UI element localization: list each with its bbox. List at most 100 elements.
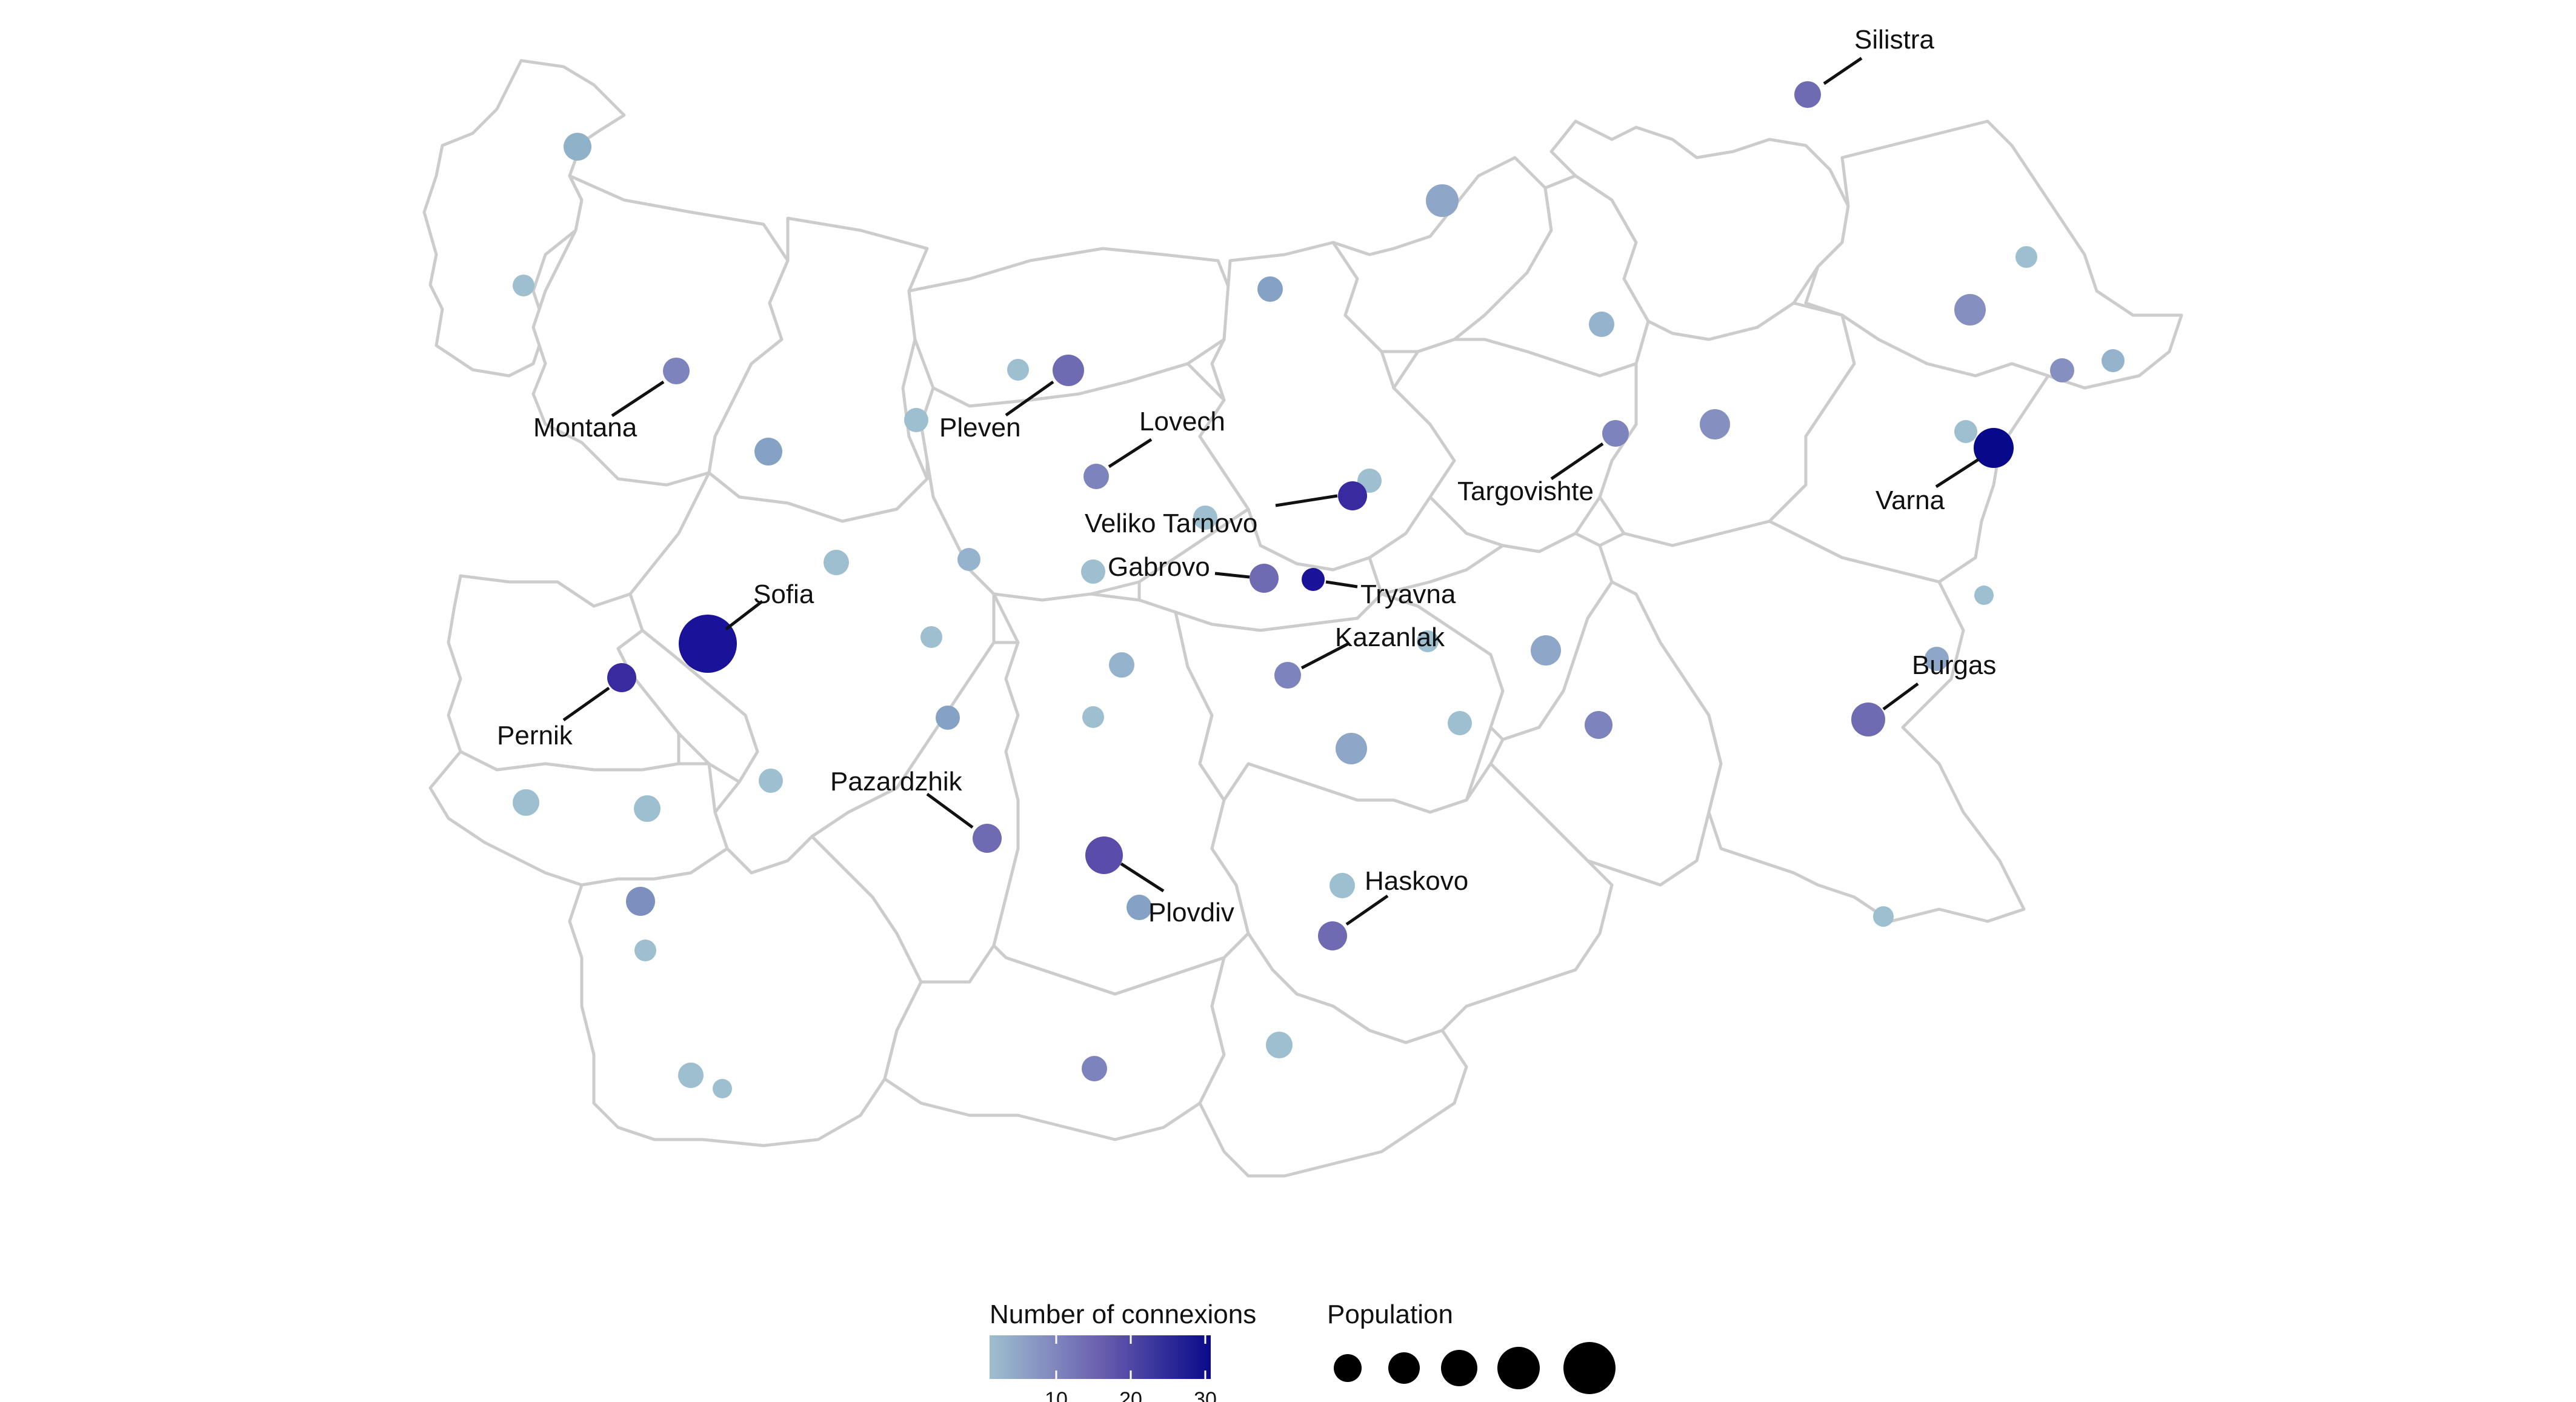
city-labels: Silistra Montana Pleven Lovech Veliko Ta… bbox=[497, 25, 1996, 927]
city-label-tryavna: Tryavna bbox=[1360, 579, 1456, 609]
legend-tick-label: 10 bbox=[1045, 1388, 1068, 1402]
leader-line-tryavna bbox=[1325, 580, 1358, 589]
region-varna bbox=[1768, 313, 2050, 584]
city-point bbox=[1336, 733, 1367, 764]
city-point bbox=[1007, 359, 1029, 381]
city-point bbox=[1083, 464, 1109, 489]
city-label-pazardzhik: Pazardzhik bbox=[830, 767, 963, 796]
city-point bbox=[1794, 81, 1821, 108]
city-point bbox=[1602, 420, 1629, 447]
city-point bbox=[759, 769, 783, 793]
city-point bbox=[1531, 635, 1561, 666]
region-dobrich bbox=[1804, 119, 2183, 390]
city-point bbox=[1266, 1032, 1293, 1058]
city-point bbox=[973, 824, 1002, 853]
legend-size-key bbox=[1388, 1352, 1420, 1384]
city-point bbox=[1338, 481, 1367, 510]
city-point bbox=[626, 887, 655, 916]
city-point bbox=[1330, 873, 1355, 898]
city-point bbox=[1274, 662, 1301, 689]
city-label-varna: Varna bbox=[1875, 486, 1945, 515]
city-point bbox=[1954, 420, 1977, 443]
legend-size-title: Population bbox=[1327, 1300, 1453, 1329]
city-point bbox=[1127, 895, 1152, 920]
city-label-sofia: Sofia bbox=[753, 579, 814, 609]
city-point bbox=[1193, 506, 1217, 530]
leader-line-plovdiv bbox=[1120, 862, 1165, 893]
region-montana bbox=[531, 174, 790, 487]
city-point bbox=[663, 358, 690, 384]
region-kardzhali bbox=[1198, 932, 1468, 1178]
legend-size-key bbox=[1441, 1350, 1477, 1386]
leader-line-silistra bbox=[1823, 56, 1863, 85]
city-point bbox=[679, 615, 737, 673]
leader-line-kazanlak bbox=[1300, 642, 1350, 670]
leader-line-veliko-tarnovo bbox=[1275, 494, 1338, 507]
city-point bbox=[1851, 703, 1885, 736]
region-boundaries bbox=[422, 59, 2183, 1178]
legend-color: Number of connexions 10 20 30 bbox=[990, 1300, 1256, 1402]
region-burgas bbox=[1598, 519, 2026, 923]
city-point bbox=[904, 408, 928, 432]
city-label-targovishte: Targovishte bbox=[1457, 476, 1594, 506]
city-point bbox=[754, 438, 782, 466]
legend-size: Population bbox=[1327, 1300, 1616, 1394]
leader-line-sofia bbox=[725, 600, 764, 630]
leader-line-varna bbox=[1935, 458, 1980, 489]
leader-line-pleven bbox=[1005, 380, 1054, 417]
leader-lines bbox=[562, 56, 1980, 926]
leader-line-montana bbox=[611, 380, 665, 418]
city-label-pernik: Pernik bbox=[497, 721, 573, 750]
city-point bbox=[920, 626, 942, 648]
leader-line-pernik bbox=[562, 686, 610, 722]
city-point bbox=[1700, 409, 1730, 439]
city-point bbox=[2015, 246, 2037, 268]
leader-line-haskovo bbox=[1345, 894, 1389, 926]
city-label-burgas: Burgas bbox=[1912, 650, 1996, 680]
region-kyustendil bbox=[428, 750, 729, 887]
city-label-silistra: Silistra bbox=[1854, 25, 1935, 55]
city-point bbox=[2050, 358, 2074, 382]
city-label-haskovo: Haskovo bbox=[1365, 866, 1468, 896]
legend-tick-label: 30 bbox=[1194, 1388, 1217, 1402]
city-point bbox=[2102, 349, 2125, 372]
legend-size-key bbox=[1497, 1347, 1540, 1389]
leader-line-targovishte bbox=[1550, 442, 1604, 481]
city-label-montana: Montana bbox=[533, 413, 637, 442]
city-point bbox=[1257, 276, 1283, 302]
city-point bbox=[634, 795, 661, 822]
city-label-pleven: Pleven bbox=[939, 413, 1021, 442]
city-point bbox=[1873, 906, 1894, 927]
city-point bbox=[713, 1079, 732, 1098]
city-point bbox=[1085, 836, 1123, 874]
city-point bbox=[1448, 711, 1472, 735]
city-point bbox=[824, 550, 849, 575]
city-point bbox=[936, 706, 960, 730]
city-point bbox=[1589, 312, 1614, 337]
city-label-veliko-tarnovo: Veliko Tarnovo bbox=[1085, 509, 1257, 538]
city-point bbox=[1250, 564, 1279, 593]
city-point bbox=[513, 275, 534, 296]
city-point bbox=[678, 1063, 704, 1088]
leader-line-burgas bbox=[1882, 682, 1919, 711]
city-point bbox=[1426, 184, 1459, 217]
city-point bbox=[1974, 428, 2014, 468]
legend-size-key bbox=[1563, 1342, 1616, 1394]
city-point bbox=[607, 663, 636, 692]
city-point bbox=[1053, 355, 1084, 386]
city-label-kazanlak: Kazanlak bbox=[1335, 623, 1445, 652]
city-point bbox=[1109, 652, 1134, 678]
city-point bbox=[1082, 706, 1104, 728]
city-point bbox=[1082, 1056, 1107, 1081]
leader-line-gabrovo bbox=[1214, 572, 1250, 579]
leader-line-lovech bbox=[1108, 438, 1153, 469]
legend-color-bar bbox=[990, 1335, 1211, 1379]
city-point bbox=[564, 133, 591, 161]
legend-tick-label: 20 bbox=[1119, 1388, 1142, 1402]
city-point bbox=[1974, 586, 1994, 605]
legend-size-key bbox=[1334, 1354, 1362, 1382]
city-point bbox=[1925, 647, 1949, 671]
leader-line-pazardzhik bbox=[926, 792, 974, 829]
city-point bbox=[1302, 568, 1325, 591]
